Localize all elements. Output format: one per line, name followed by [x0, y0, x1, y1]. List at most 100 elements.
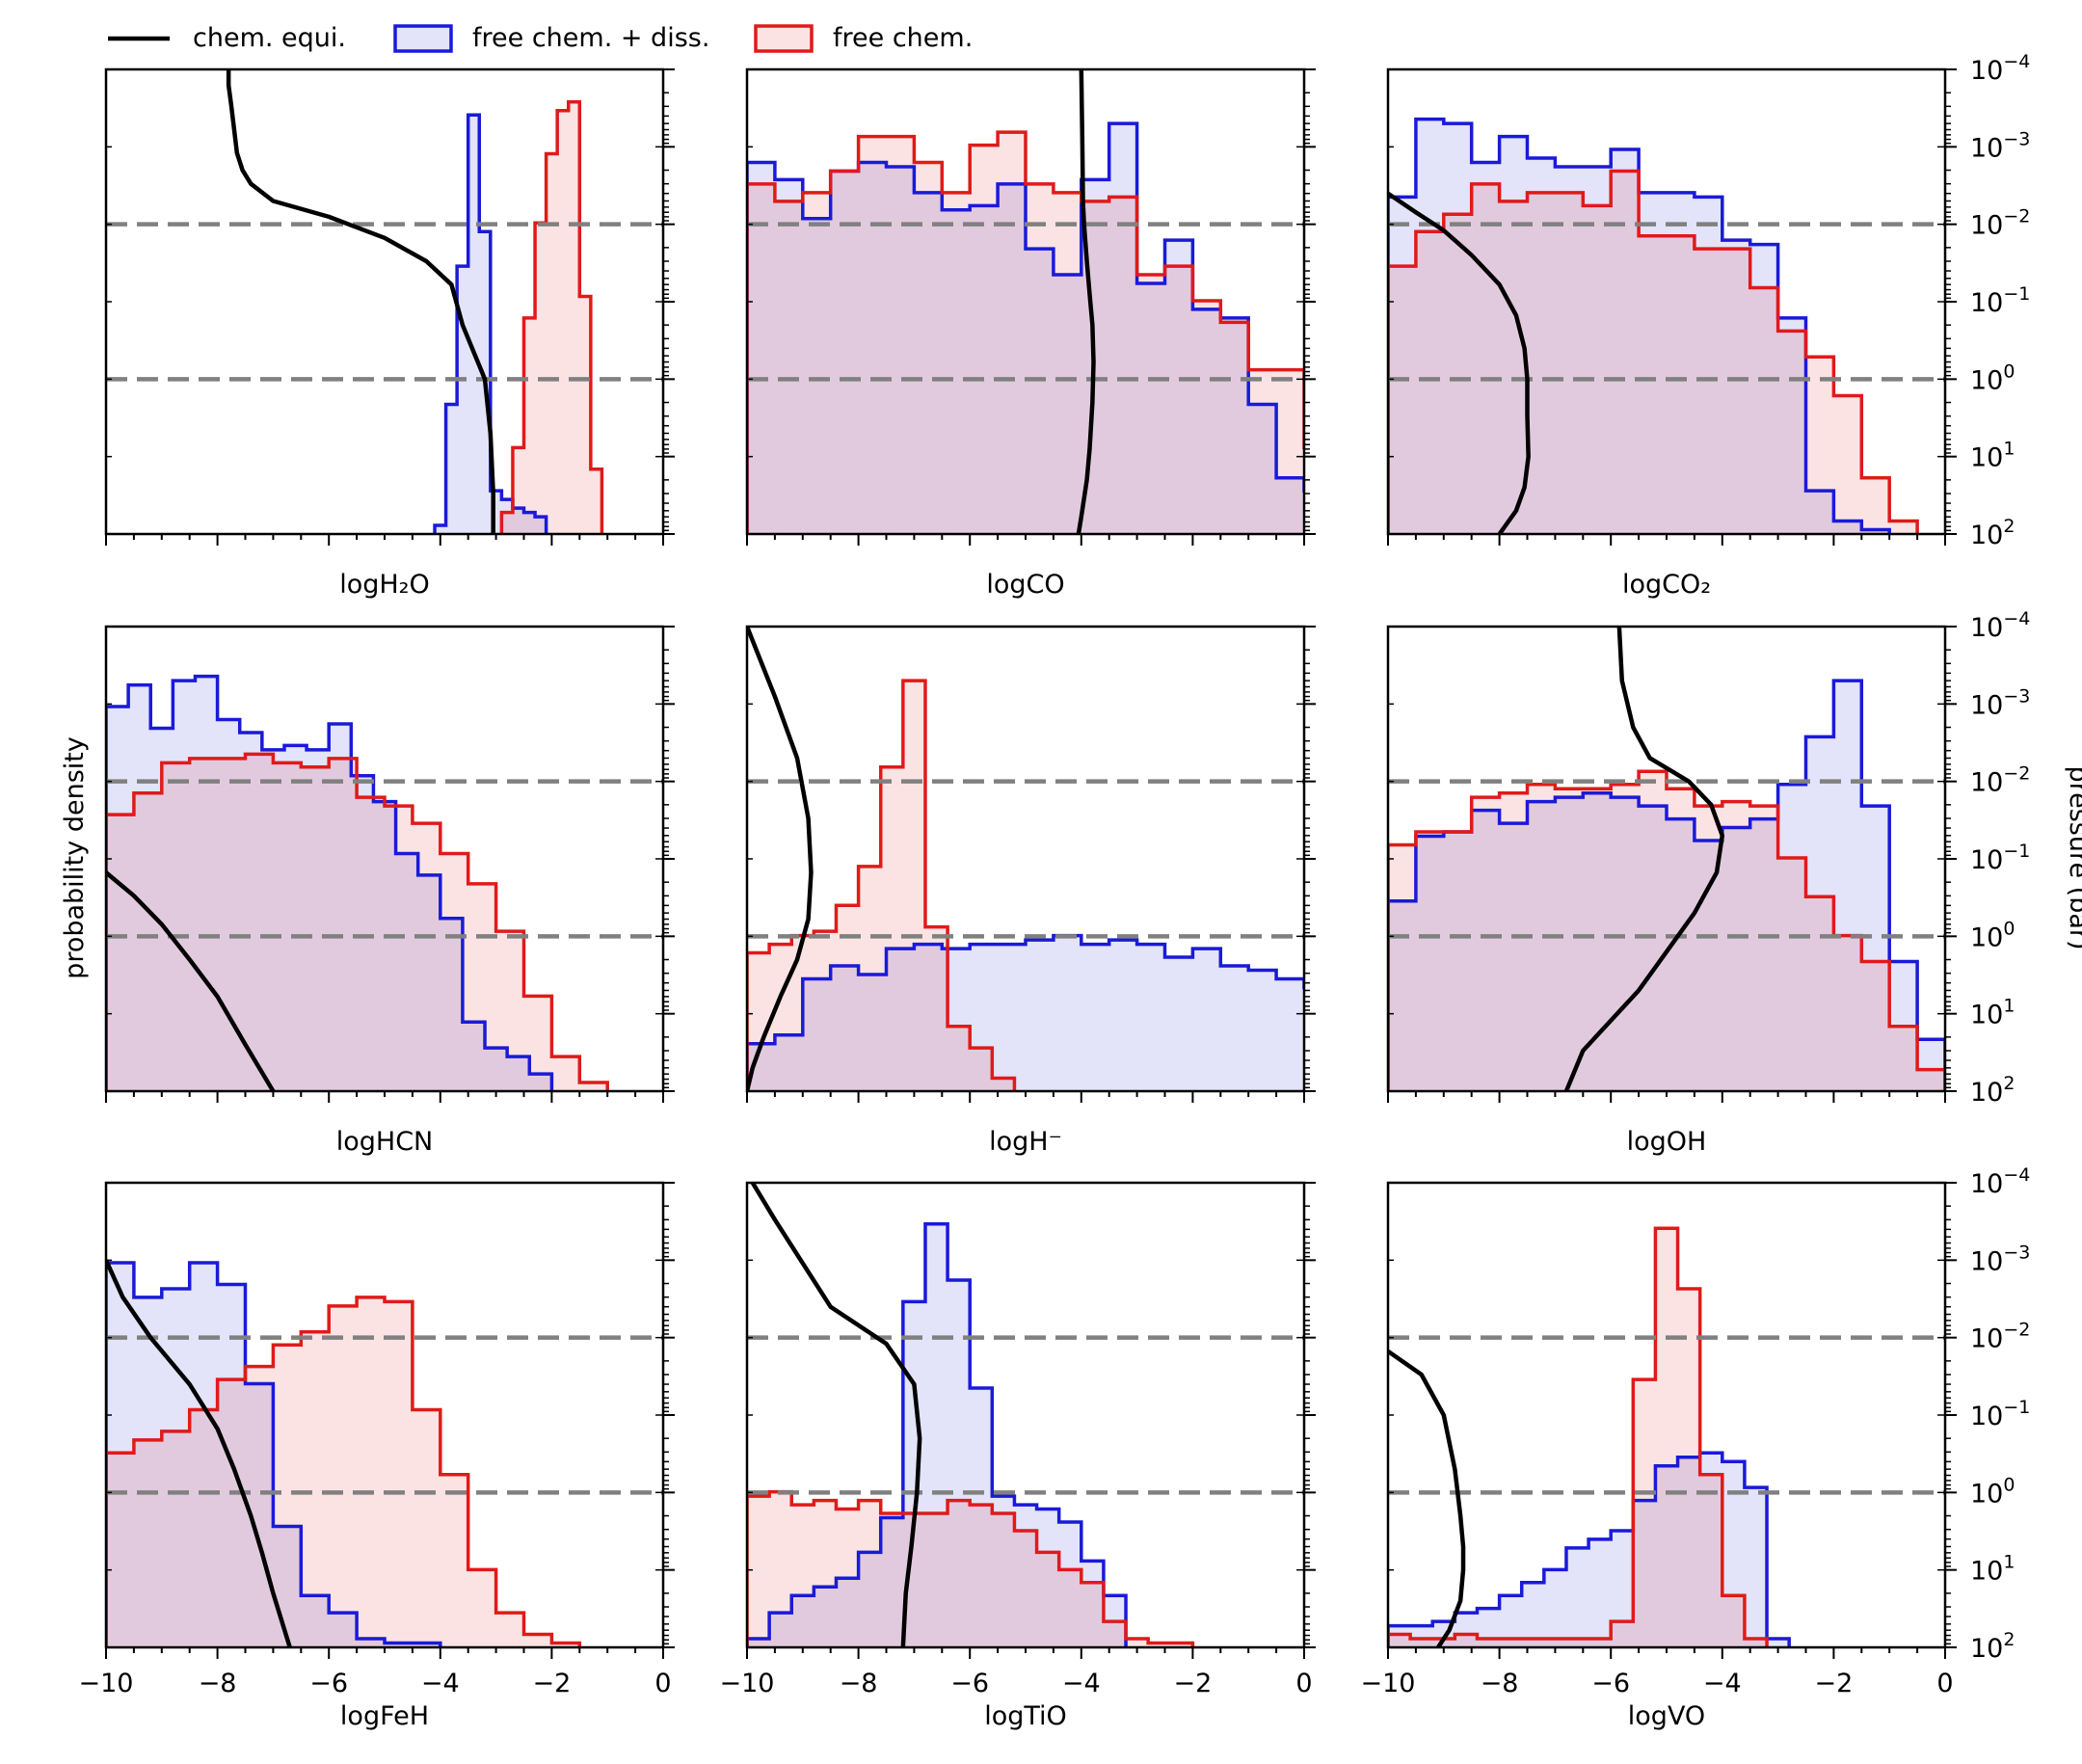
panel-logh-o-plot-area	[106, 69, 663, 534]
y-tick-label: 10−1	[1970, 283, 2030, 318]
hist-outline-free-chem	[747, 130, 1304, 534]
legend-label-chem-equi: chem. equi.	[193, 23, 346, 53]
profile-chem-equi	[106, 870, 276, 1091]
panel-logco-plot-area	[1388, 117, 1945, 534]
panel-logoh: 10−4 10−3 10−2 10−1 100 101 102 logOH	[1386, 608, 2030, 1157]
hist-fill-free-chem	[1388, 771, 1945, 1091]
x-axis-label: logFeH	[340, 1701, 429, 1731]
hist-fill-free-chem-diss	[747, 1223, 1127, 1647]
x-axis-label: logTiO	[984, 1701, 1067, 1731]
hist-outline-free-chem	[747, 679, 1017, 1091]
panel-logvo: −10 −8 −6 −4 −2 0 10−4 10−3 10−2 10−1 100 101 102 log…	[1361, 1164, 2031, 1731]
panel-logco: logCO	[745, 67, 1316, 600]
x-axis-label: logH₂O	[339, 570, 430, 600]
hist-fill-free-chem	[747, 132, 1304, 534]
x-tick-label: 0	[654, 1669, 671, 1698]
panel-logfeh: −10 −8 −6 −4 −2 0 logFeH	[79, 1181, 675, 1731]
legend-label-free-chem-diss: free chem. + diss.	[472, 23, 709, 53]
y-tick-label: 101	[1970, 439, 2015, 473]
panel-logfeh-plot-area	[106, 1259, 663, 1647]
hist-outline-free-chem	[1388, 169, 1919, 534]
profile-chem-equi	[750, 1183, 922, 1647]
x-axis-label: logVO	[1628, 1701, 1705, 1731]
y-tick-label: 10−4	[1970, 51, 2030, 86]
y-tick-label: 102	[1970, 1629, 2015, 1664]
panel-loghcn: logHCN	[104, 625, 675, 1157]
x-tick-label: −6	[1591, 1669, 1630, 1698]
hist-outline-free-chem	[106, 1296, 582, 1647]
x-tick-label: −8	[1481, 1669, 1519, 1698]
hist-outline-free-chem	[1388, 1226, 1769, 1647]
panel-logco-plot-area	[747, 69, 1304, 534]
y-tick-label: 102	[1970, 516, 2015, 550]
hist-fill-free-chem	[1388, 171, 1918, 534]
profile-chem-equi	[1563, 627, 1725, 1091]
x-tick-label: −8	[199, 1669, 237, 1698]
y-tick-label: 10−2	[1970, 1320, 2030, 1354]
y-tick-label: 100	[1970, 361, 2015, 395]
x-axis-label: logCO	[986, 570, 1064, 600]
hist-outline-free-chem-diss	[747, 1221, 1128, 1647]
profile-chem-equi	[226, 69, 495, 534]
x-tick-label: 0	[1936, 1669, 1953, 1698]
hist-fill-free-chem	[106, 754, 608, 1091]
right-ylabel: pressure (bar)	[2064, 765, 2082, 949]
left-ylabel: probability density	[60, 736, 90, 979]
panel-logoh-plot-area	[1388, 627, 1945, 1091]
panel-logh-o: logH₂O	[104, 67, 675, 600]
y-tick-label: 100	[1970, 918, 2015, 952]
hist-outline-free-chem	[747, 1489, 1195, 1647]
hist-fill-free-chem	[106, 1296, 580, 1647]
x-tick-label: −6	[950, 1669, 989, 1698]
x-axis-label: logCO₂	[1622, 570, 1711, 600]
hist-outline-free-chem-diss	[747, 933, 1304, 1091]
x-tick-label: −4	[1062, 1669, 1101, 1698]
hist-outline-free-chem-diss	[433, 113, 548, 534]
legend: chem. equi. free chem. + diss. free chem…	[108, 23, 973, 53]
y-tick-label: 100	[1970, 1474, 2015, 1509]
y-tick-label: 10−4	[1970, 1164, 2030, 1199]
x-tick-label: 0	[1295, 1669, 1312, 1698]
x-tick-label: −10	[79, 1669, 134, 1698]
hist-fill-free-chem-diss	[1388, 1453, 1790, 1647]
hist-fill-free-chem	[747, 1491, 1193, 1647]
x-tick-label: −6	[309, 1669, 348, 1698]
hist-fill-free-chem	[1388, 1228, 1768, 1647]
x-tick-label: −2	[1814, 1669, 1853, 1698]
legend-box-free-chem	[754, 24, 814, 53]
y-tick-label: 10−3	[1970, 1242, 2030, 1276]
hist-outline-free-chem	[499, 99, 604, 534]
x-axis-label: logHCN	[336, 1127, 434, 1157]
x-tick-label: −4	[421, 1669, 460, 1698]
y-tick-label: 102	[1970, 1073, 2015, 1108]
y-tick-label: 101	[1970, 1552, 2015, 1587]
y-tick-label: 10−2	[1970, 206, 2030, 241]
hist-outline-free-chem-diss	[106, 1261, 442, 1647]
panel-loghcn-plot-area	[106, 674, 663, 1091]
panel-logtio: −10 −8 −6 −4 −2 0 logTiO	[720, 1181, 1316, 1731]
x-tick-label: −2	[1173, 1669, 1212, 1698]
y-tick-label: 101	[1970, 996, 2015, 1030]
x-tick-label: −8	[840, 1669, 878, 1698]
profile-chem-equi	[1076, 69, 1096, 534]
profile-chem-equi	[747, 627, 814, 1091]
hist-outline-free-chem-diss	[106, 674, 554, 1091]
y-tick-label: 10−1	[1970, 841, 2030, 875]
x-axis-label: logH⁻	[989, 1127, 1062, 1157]
panel-logh: logH⁻	[745, 625, 1316, 1157]
hist-outline-free-chem	[106, 752, 609, 1091]
panel-logco: 10−4 10−3 10−2 10−1 100 101 102 logCO₂	[1386, 51, 2030, 600]
panel-logvo-plot-area	[1388, 1226, 1945, 1647]
x-tick-label: −2	[532, 1669, 571, 1698]
y-tick-label: 10−2	[1970, 763, 2030, 798]
hist-outline-free-chem	[1388, 769, 1945, 1091]
y-tick-label: 10−1	[1970, 1397, 2030, 1431]
y-tick-label: 10−3	[1970, 685, 2030, 720]
legend-box-free-chem-diss	[393, 24, 453, 53]
panel-logtio-plot-area	[747, 1183, 1304, 1647]
x-axis-label: logOH	[1627, 1127, 1707, 1157]
x-tick-label: −10	[720, 1669, 775, 1698]
legend-label-free-chem: free chem.	[833, 23, 973, 53]
y-tick-label: 10−4	[1970, 608, 2030, 643]
x-tick-label: −4	[1703, 1669, 1742, 1698]
